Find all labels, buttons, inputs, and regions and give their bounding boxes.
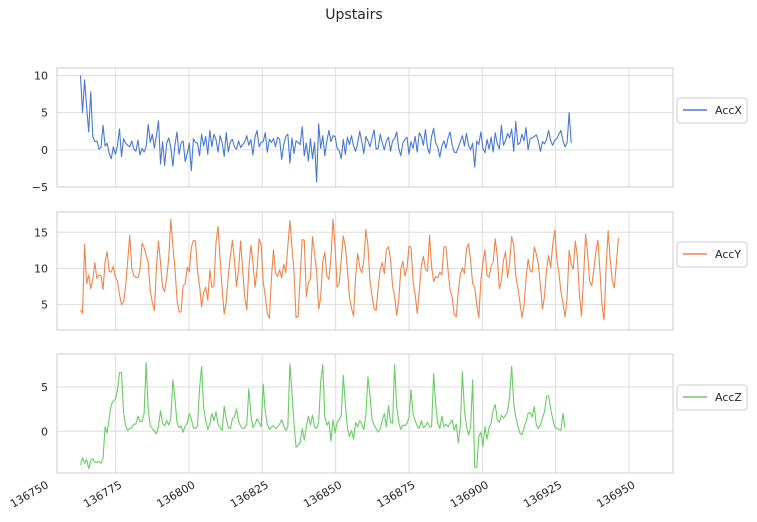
plot-frame	[56, 353, 674, 474]
x-tick-label: 136750	[8, 478, 51, 510]
x-tick-label: 136875	[375, 478, 418, 510]
panel-accy: 5 10 15 AccY	[34, 211, 748, 331]
plot-area	[57, 212, 673, 330]
y-tick-label: 15	[34, 226, 48, 239]
legend-accx: AccX	[676, 97, 748, 124]
y-tick-label: 0	[41, 425, 48, 438]
x-axis-tick-labels: 136750 136775 136800 136825 136850 136875 1369…	[8, 478, 638, 510]
legend-accz: AccZ	[676, 384, 748, 411]
legend-label: AccY	[715, 248, 741, 261]
plot-area	[57, 354, 673, 473]
y-tick-label: 5	[41, 381, 48, 394]
legend-label: AccZ	[715, 391, 742, 404]
x-tick-label: 136950	[595, 478, 638, 510]
plot-area	[57, 68, 673, 187]
legend-accy: AccY	[676, 241, 748, 268]
series-line-accz	[79, 362, 566, 470]
subplots: −5 0 5 10 AccX 5 10 15 AccY 0 5 AccZ	[32, 67, 748, 474]
x-tick-label: 136775	[81, 478, 124, 510]
y-tick-label: 10	[34, 69, 48, 82]
plot-frame	[56, 67, 674, 188]
x-tick-label: 136925	[521, 478, 564, 510]
x-tick-label: 136825	[228, 478, 271, 510]
legend-box	[676, 241, 748, 268]
chart-title: Upstairs	[325, 7, 382, 23]
y-tick-label: −5	[32, 181, 48, 194]
y-tick-label: 10	[34, 262, 48, 275]
series-line-accx	[79, 75, 572, 183]
plot-frame	[56, 211, 674, 331]
legend-box	[676, 384, 748, 411]
y-tick-label: 5	[41, 299, 48, 312]
legend-box	[676, 97, 748, 124]
y-tick-label: 0	[41, 144, 48, 157]
x-tick-label: 136800	[155, 478, 198, 510]
x-tick-label: 136850	[301, 478, 344, 510]
panel-accx: −5 0 5 10 AccX	[32, 67, 748, 194]
y-tick-label: 5	[41, 107, 48, 120]
x-tick-label: 136900	[448, 478, 491, 510]
legend-label: AccX	[715, 104, 742, 117]
series-line-accy	[79, 218, 619, 321]
panel-accz: 0 5 AccZ	[41, 353, 748, 474]
